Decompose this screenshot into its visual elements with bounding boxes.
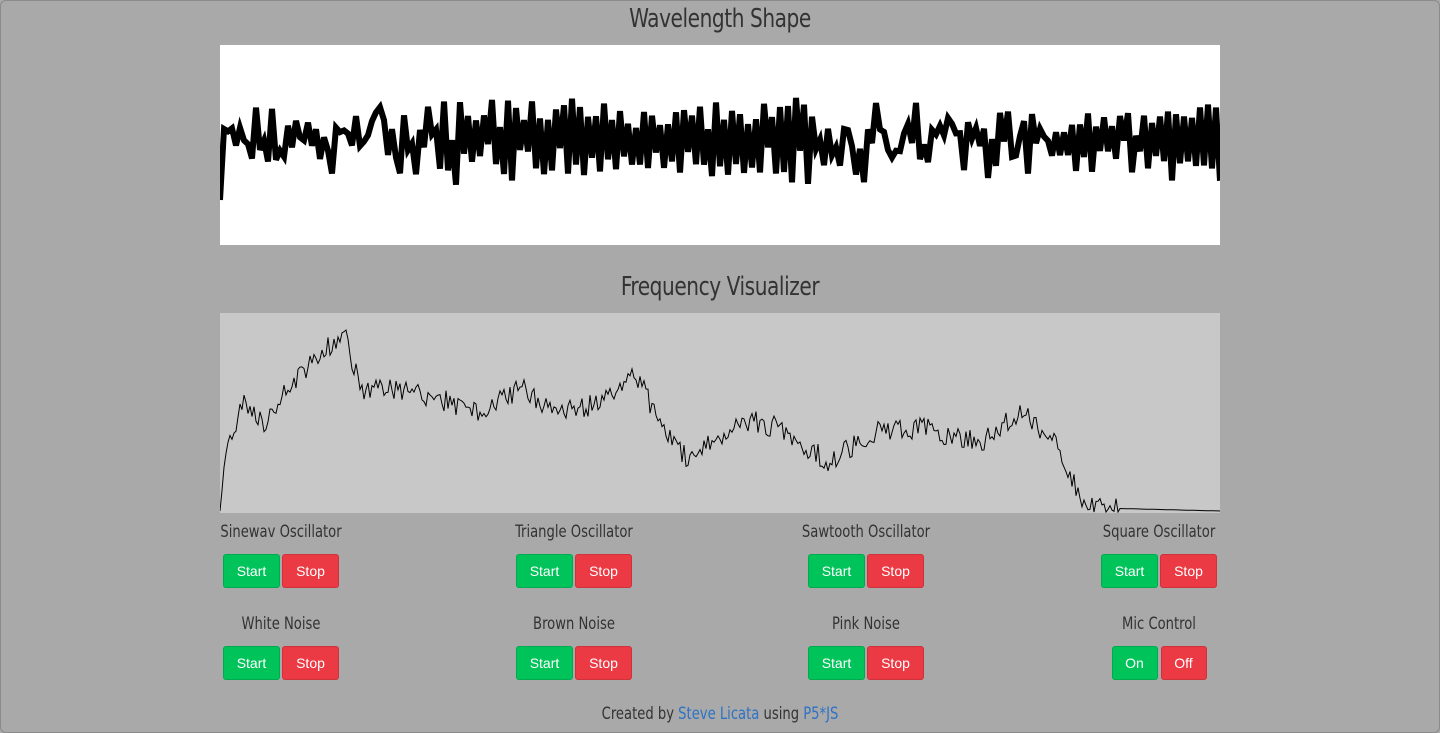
mic-on-button[interactable]: On — [1111, 646, 1158, 680]
pink-noise-start-button[interactable]: Start — [808, 646, 865, 680]
wavelength-title: Wavelength Shape — [629, 4, 811, 34]
control-pink-noise: Pink Noise Start Stop — [781, 613, 951, 680]
footer: Created by Steve Licata using P5*JS — [101, 704, 1339, 724]
pink-noise-stop-button[interactable]: Stop — [867, 646, 924, 680]
control-label: Pink Noise — [832, 614, 900, 634]
control-triangle-oscillator: Triangle Oscillator Start Stop — [489, 521, 659, 588]
spectrum-line — [220, 329, 1220, 513]
frequency-canvas — [220, 313, 1220, 513]
white-noise-stop-button[interactable]: Stop — [282, 646, 339, 680]
sawtooth-start-button[interactable]: Start — [808, 554, 865, 588]
triangle-start-button[interactable]: Start — [516, 554, 573, 588]
control-label: Mic Control — [1122, 614, 1196, 634]
waveform-line — [220, 97, 1220, 201]
frequency-plot — [220, 329, 1220, 513]
control-label: Sawtooth Oscillator — [801, 522, 931, 542]
brown-noise-stop-button[interactable]: Stop — [575, 646, 632, 680]
control-label: Triangle Oscillator — [515, 522, 633, 542]
footer-middle: using — [763, 704, 800, 724]
control-mic: Mic Control On Off — [1074, 613, 1244, 680]
control-brown-noise: Brown Noise Start Stop — [489, 613, 659, 680]
wavelength-canvas — [220, 45, 1220, 245]
author-link[interactable]: Steve Licata — [678, 704, 760, 724]
control-label: White Noise — [241, 614, 321, 634]
white-noise-start-button[interactable]: Start — [223, 646, 280, 680]
control-sawtooth-oscillator: Sawtooth Oscillator Start Stop — [781, 521, 951, 588]
brown-noise-start-button[interactable]: Start — [516, 646, 573, 680]
sine-stop-button[interactable]: Stop — [282, 554, 339, 588]
footer-prefix: Created by — [601, 704, 675, 724]
control-label: Square Oscillator — [1102, 522, 1216, 542]
sawtooth-stop-button[interactable]: Stop — [867, 554, 924, 588]
control-sine-oscillator: Sinewav Oscillator Start Stop — [196, 521, 366, 588]
control-label: Brown Noise — [533, 614, 615, 634]
control-label: Sinewav Oscillator — [220, 522, 342, 542]
wavelength-plot — [220, 97, 1220, 201]
square-stop-button[interactable]: Stop — [1160, 554, 1217, 588]
library-link[interactable]: P5*JS — [803, 704, 839, 724]
frequency-title: Frequency Visualizer — [620, 272, 820, 302]
control-square-oscillator: Square Oscillator Start Stop — [1074, 521, 1244, 588]
triangle-stop-button[interactable]: Stop — [575, 554, 632, 588]
control-white-noise: White Noise Start Stop — [196, 613, 366, 680]
sine-start-button[interactable]: Start — [223, 554, 280, 588]
mic-off-button[interactable]: Off — [1160, 646, 1207, 680]
square-start-button[interactable]: Start — [1101, 554, 1158, 588]
